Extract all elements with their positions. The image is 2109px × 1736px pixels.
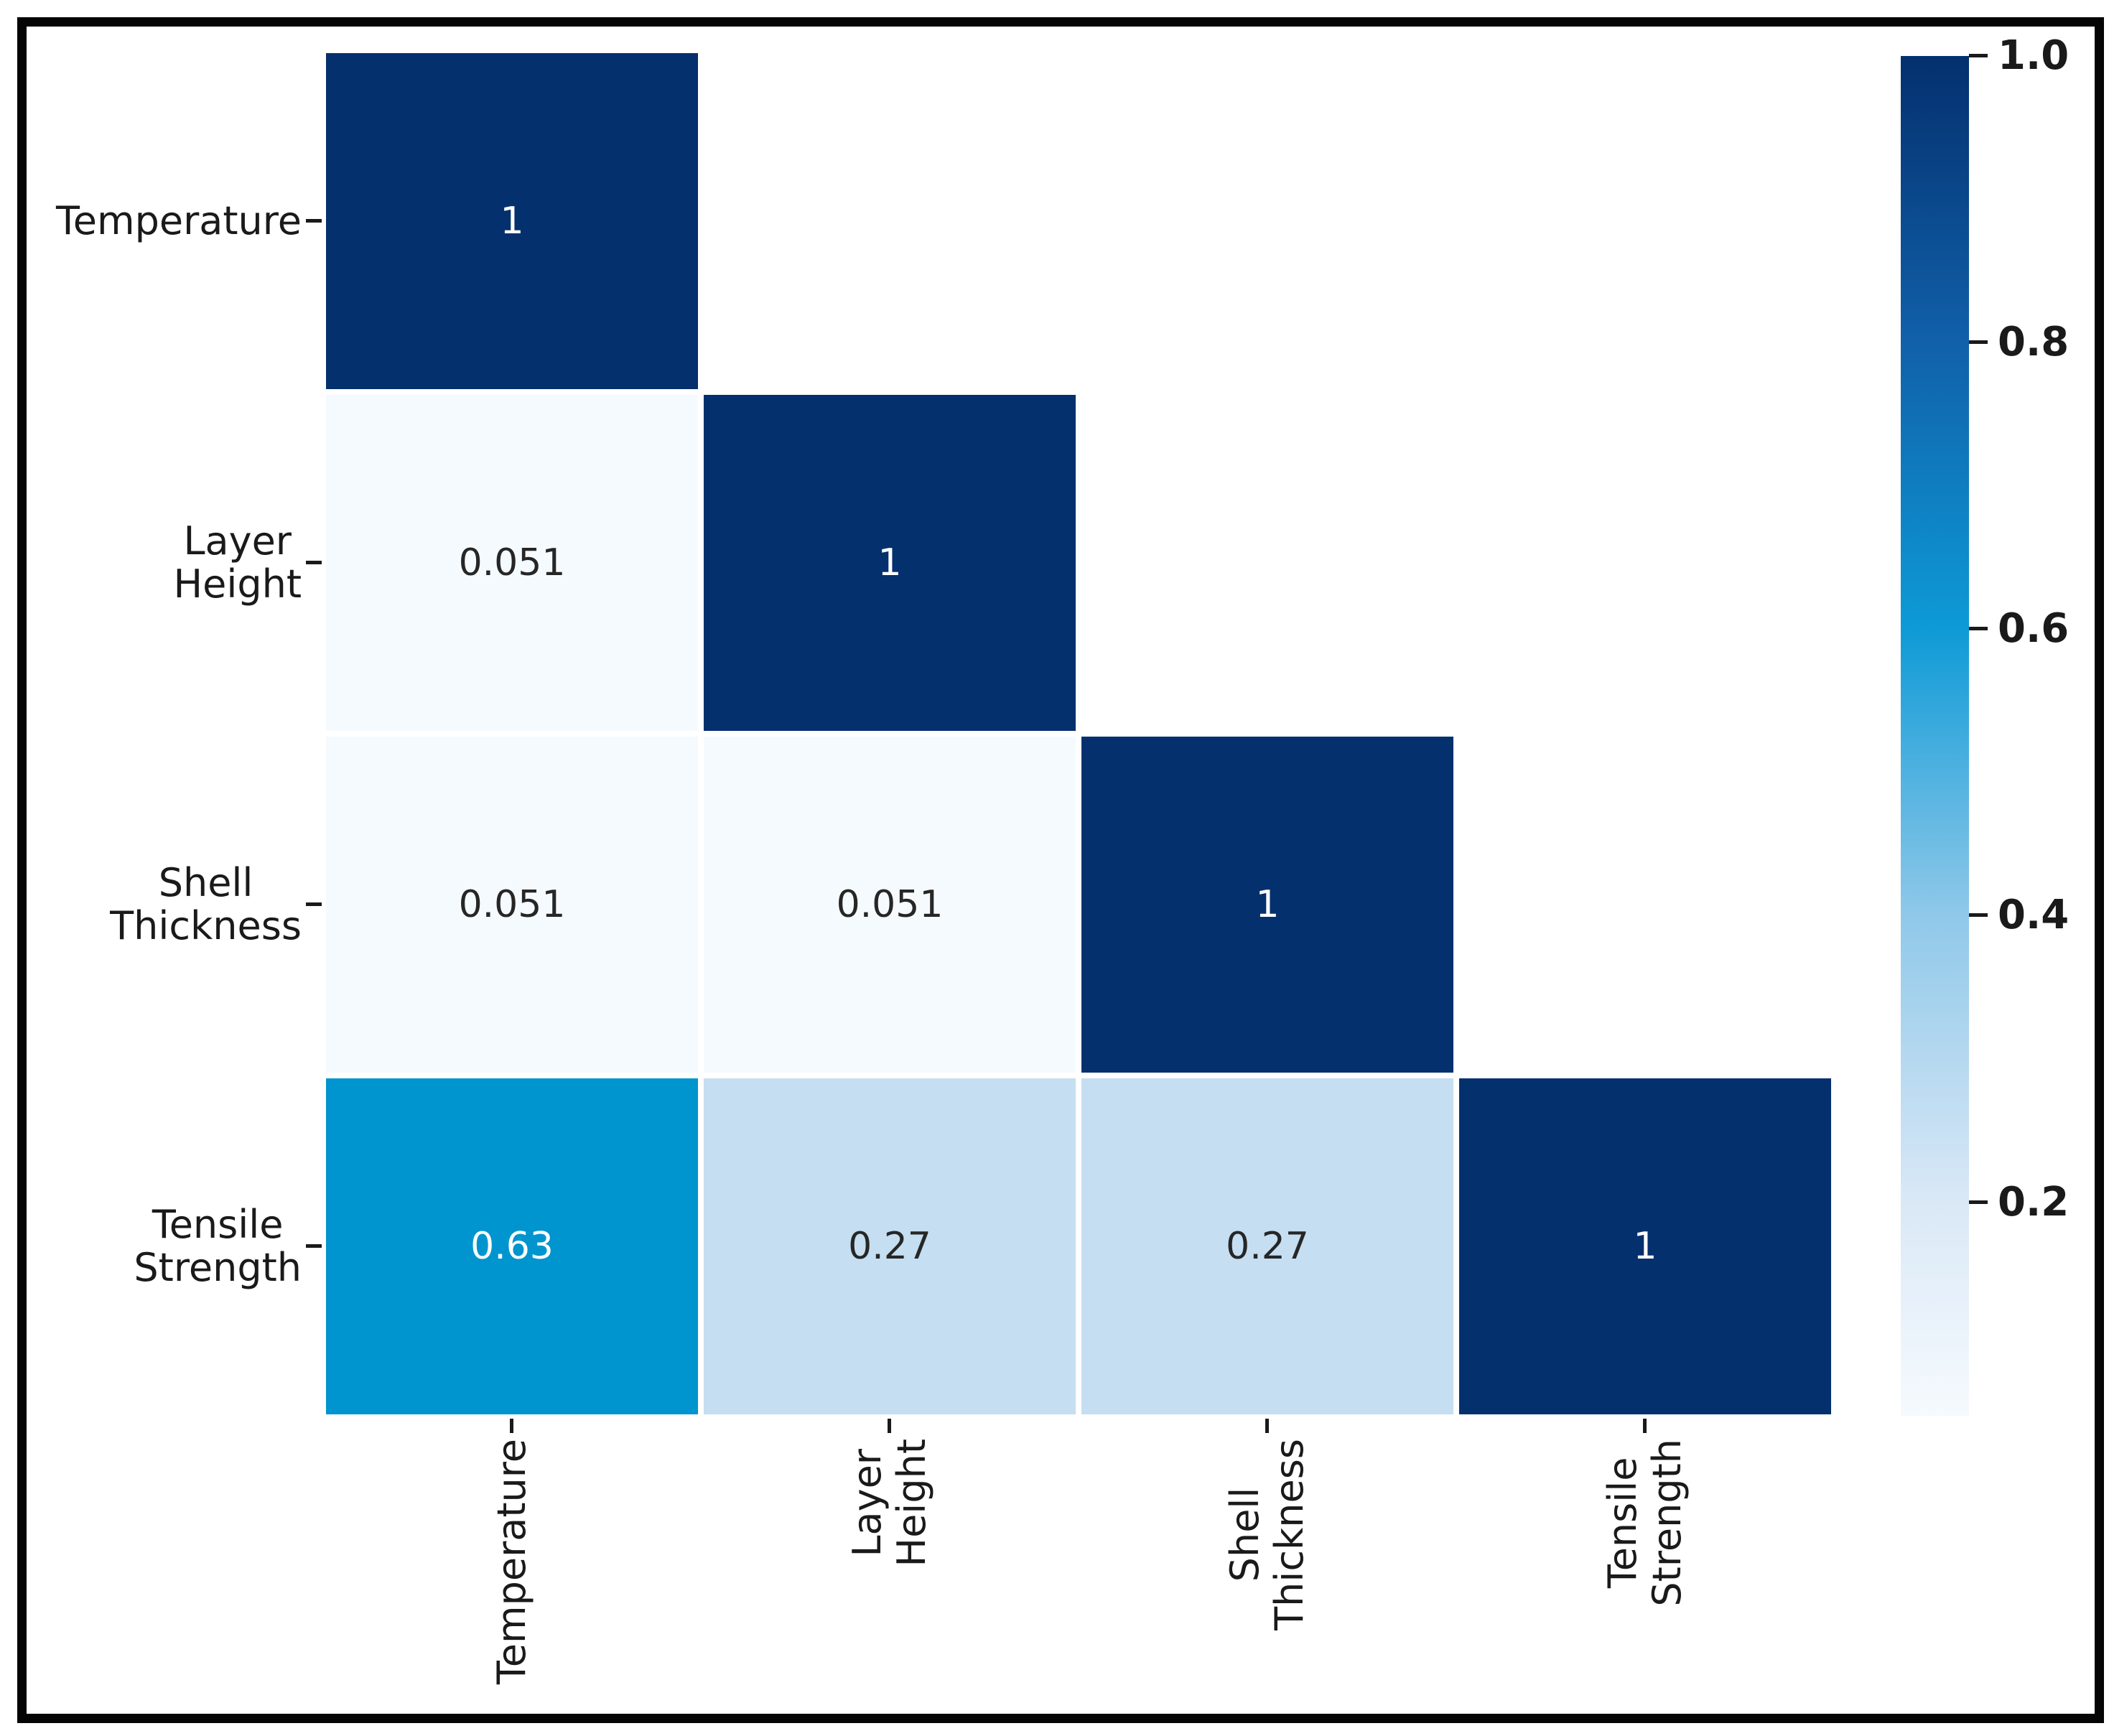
colorbar-tick-label: 0.2 <box>1998 1178 2070 1226</box>
col-tick <box>510 1419 513 1433</box>
row-tick <box>306 561 322 564</box>
cell-value: 0.051 <box>458 541 566 584</box>
row-tick <box>306 1244 322 1248</box>
cell-value: 1 <box>1255 883 1280 926</box>
cell-value: 0.63 <box>470 1225 554 1268</box>
row-label: Layer Height <box>173 518 302 607</box>
row-label: Tensile Strength <box>134 1202 302 1290</box>
col-tick <box>1265 1419 1269 1433</box>
cell-value: 0.27 <box>1226 1225 1309 1268</box>
heatmap-cell: 1 <box>704 395 1076 731</box>
colorbar-tick <box>1969 913 1988 918</box>
heatmap-cell: 0.051 <box>326 737 698 1073</box>
heatmap-cell: 1 <box>326 53 698 389</box>
colorbar-tick <box>1969 627 1988 631</box>
cell-value: 1 <box>877 541 902 584</box>
cell-value: 1 <box>500 200 524 243</box>
colorbar-tick-label: 0.8 <box>1998 319 2070 366</box>
colorbar-tick <box>1969 54 1988 57</box>
heatmap-cell: 0.27 <box>1081 1078 1453 1414</box>
colorbar-tick-label: 0.4 <box>1998 892 2070 939</box>
cell-value: 0.051 <box>458 883 566 926</box>
col-label: Shell Thickness <box>1222 1439 1312 1630</box>
colorbar-tick <box>1969 340 1988 345</box>
heatmap-cell: 0.27 <box>704 1078 1076 1414</box>
col-tick <box>888 1419 891 1433</box>
row-tick <box>306 902 322 906</box>
col-label: Temperature <box>489 1439 534 1685</box>
cell-value: 0.27 <box>848 1225 931 1268</box>
colorbar-tick-label: 0.6 <box>1998 605 2070 653</box>
row-label: Shell Thickness <box>110 860 302 948</box>
heatmap-cell: 1 <box>1459 1078 1831 1414</box>
colorbar-tick-label: 1.0 <box>1998 32 2070 79</box>
row-label: Temperature <box>55 198 302 243</box>
col-label: Tensile Strength <box>1600 1439 1690 1607</box>
colorbar-tick <box>1969 1200 1988 1204</box>
colorbar-gradient <box>1901 56 1969 1416</box>
heatmap-grid: 1 0.051 1 0.051 0.051 1 0.63 0.27 0.27 1 <box>323 50 1834 1417</box>
col-tick <box>1643 1419 1647 1433</box>
cell-value: 1 <box>1633 1225 1657 1268</box>
heatmap-cell: 0.63 <box>326 1078 698 1414</box>
heatmap-cell: 0.051 <box>704 737 1076 1073</box>
heatmap-cell: 1 <box>1081 737 1453 1073</box>
cell-value: 0.051 <box>836 883 944 926</box>
heatmap-cell: 0.051 <box>326 395 698 731</box>
col-label: Layer Height <box>844 1439 934 1567</box>
row-tick <box>306 219 322 223</box>
